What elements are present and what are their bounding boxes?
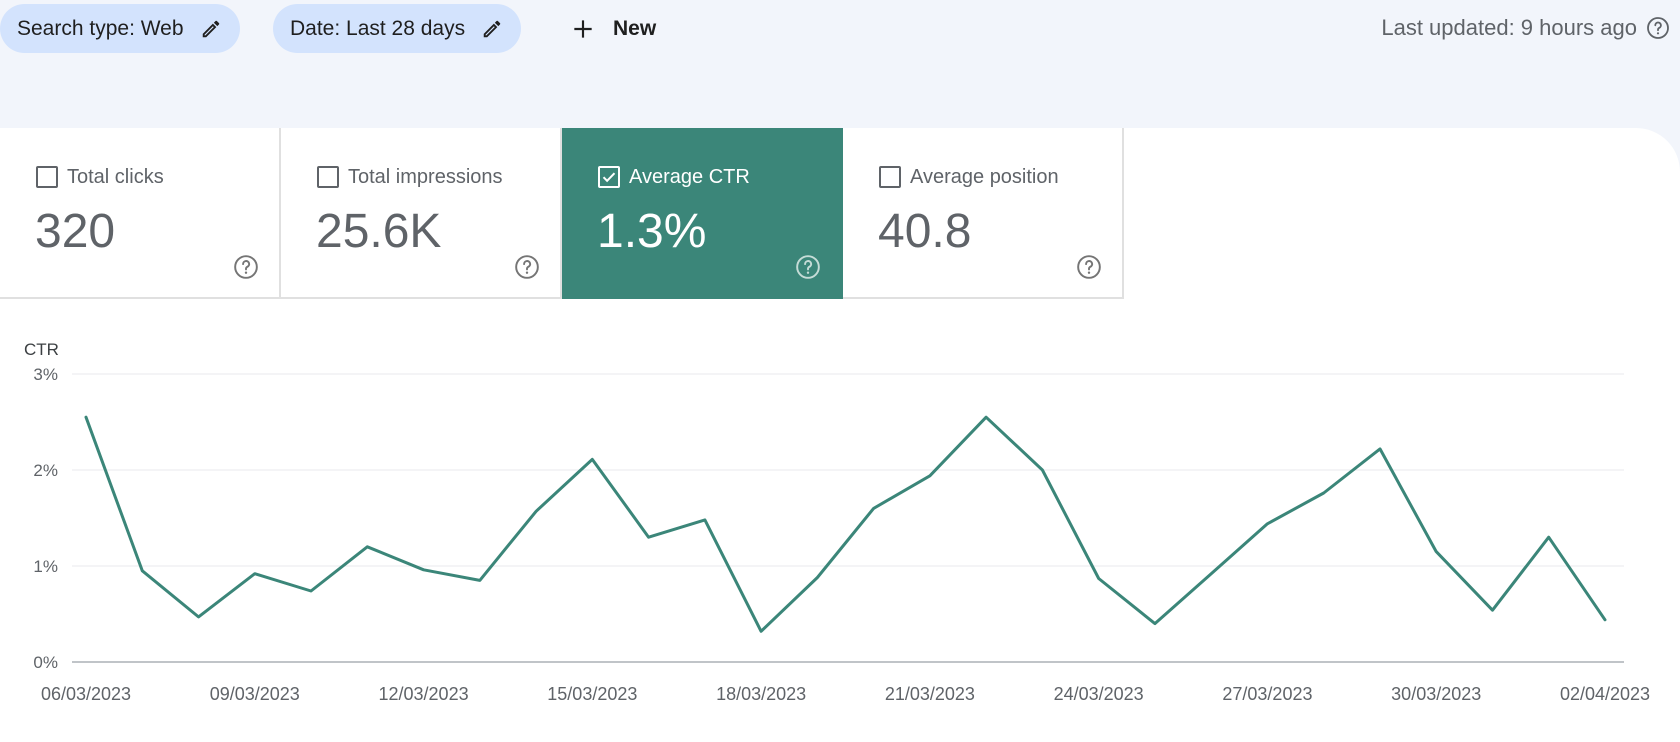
metric-checkbox[interactable] [879, 166, 901, 188]
new-label: New [613, 16, 657, 40]
x-tick-label: 27/03/2023 [1222, 684, 1312, 704]
metric-label: Average CTR [629, 166, 750, 188]
x-tick-label: 06/03/2023 [41, 684, 131, 704]
y-axis-label: CTR [24, 340, 59, 359]
x-tick-label: 15/03/2023 [547, 684, 637, 704]
metric-average-position[interactable]: Average position 40.8 [843, 128, 1124, 299]
metric-label: Average position [910, 166, 1059, 188]
edit-pencil-icon [483, 20, 501, 37]
toolbar: Search type: Web Date: Last 28 days New … [0, 0, 1680, 58]
x-tick-label: 12/03/2023 [379, 684, 469, 704]
x-tick-label: 02/04/2023 [1560, 684, 1650, 704]
metric-checkbox[interactable] [317, 166, 339, 188]
x-tick-label: 18/03/2023 [716, 684, 806, 704]
last-updated: Last updated: 9 hours ago [1381, 15, 1670, 41]
metric-value: 1.3% [597, 205, 707, 258]
metric-total-impressions[interactable]: Total impressions 25.6K [281, 128, 562, 299]
help-icon[interactable] [1646, 16, 1670, 40]
search-type-label: Search type: Web [17, 16, 184, 40]
help-icon[interactable] [795, 254, 821, 280]
last-updated-text: Last updated: 9 hours ago [1381, 15, 1637, 40]
metric-checkbox[interactable] [36, 166, 58, 188]
metric-checkbox-checked[interactable] [598, 166, 620, 188]
metric-average-ctr[interactable]: Average CTR 1.3% [562, 128, 843, 299]
new-filter-button[interactable]: New [570, 4, 656, 53]
help-icon[interactable] [514, 254, 540, 280]
y-tick-label: 1% [33, 557, 58, 576]
x-tick-label: 09/03/2023 [210, 684, 300, 704]
y-tick-label: 0% [33, 653, 58, 672]
metric-label: Total clicks [67, 166, 164, 188]
date-label: Date: Last 28 days [290, 16, 466, 40]
x-tick-label: 30/03/2023 [1391, 684, 1481, 704]
metric-value: 25.6K [316, 205, 442, 258]
x-tick-label: 21/03/2023 [885, 684, 975, 704]
ctr-series-line [84, 415, 1607, 633]
metric-value: 320 [35, 205, 116, 258]
edit-pencil-icon [202, 20, 219, 37]
help-icon[interactable] [1076, 254, 1102, 280]
metric-value: 40.8 [878, 205, 972, 258]
help-icon[interactable] [233, 254, 259, 280]
check-icon [602, 172, 616, 183]
date-filter-chip[interactable]: Date: Last 28 days [273, 4, 522, 53]
search-type-filter-chip[interactable]: Search type: Web [0, 4, 240, 53]
metric-total-clicks[interactable]: Total clicks 320 [0, 128, 281, 299]
y-tick-label: 2% [33, 461, 58, 480]
plus-icon [574, 19, 592, 38]
performance-card: Total clicks 320 Total impressions 25.6K… [0, 128, 1680, 742]
y-tick-label: 3% [33, 365, 58, 384]
metric-label: Total impressions [348, 166, 503, 188]
x-tick-label: 24/03/2023 [1054, 684, 1144, 704]
